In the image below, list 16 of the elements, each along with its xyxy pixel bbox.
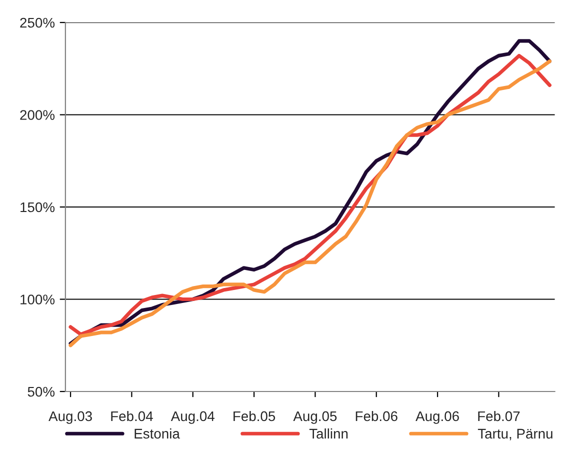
x-tick-label: Aug.04 [170, 411, 214, 424]
y-tick-label: 150% [20, 202, 55, 212]
x-tick-label: Aug.06 [416, 411, 459, 424]
x-tick-label: Feb.07 [478, 410, 520, 422]
legend-label: Estonia [134, 428, 180, 439]
y-tick-label: 200% [20, 110, 55, 120]
x-tick-label: Feb.05 [234, 410, 276, 422]
legend-label: Tallinn [309, 428, 348, 439]
y-tick-label: 100% [20, 294, 55, 304]
x-tick-label: Aug.05 [293, 411, 337, 424]
x-tick-label: Feb.04 [111, 410, 153, 422]
x-tick-label: Feb.06 [356, 410, 398, 422]
x-tick-label: Aug.03 [48, 411, 92, 424]
y-tick-label: 250% [20, 18, 55, 28]
y-tick-label: 50% [28, 386, 55, 397]
legend-label: Tartu, Pärnu [478, 428, 552, 440]
